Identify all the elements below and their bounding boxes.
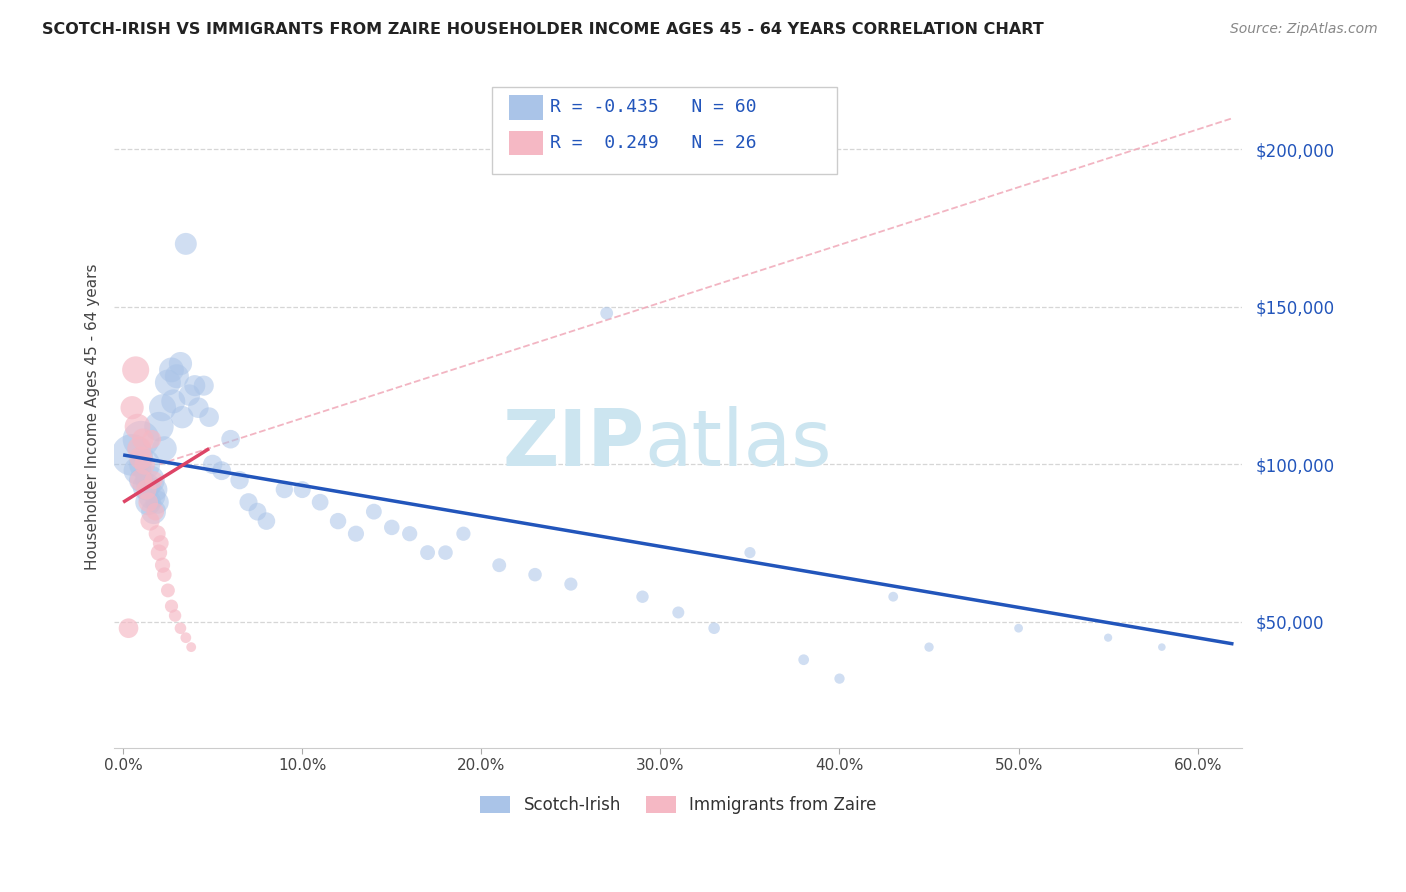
Point	[169, 621, 191, 635]
Point	[134, 458, 156, 472]
Point	[129, 451, 152, 466]
Point	[156, 376, 179, 390]
Point	[273, 483, 295, 497]
Point	[129, 432, 152, 446]
Point	[125, 363, 148, 377]
Point	[187, 401, 209, 415]
Point	[738, 546, 761, 560]
Point	[165, 608, 187, 623]
Point	[193, 378, 215, 392]
Point	[153, 442, 176, 456]
Point	[166, 369, 188, 384]
Point	[918, 640, 941, 654]
Point	[211, 464, 233, 478]
Point	[162, 394, 184, 409]
Point	[179, 388, 201, 402]
Point	[174, 236, 197, 251]
Point	[135, 479, 157, 493]
Point	[148, 546, 170, 560]
Point	[560, 577, 582, 591]
Point	[128, 442, 150, 456]
Point	[326, 514, 349, 528]
Point	[146, 495, 169, 509]
Y-axis label: Householder Income Ages 45 - 64 years: Householder Income Ages 45 - 64 years	[86, 264, 100, 570]
Point	[1097, 631, 1119, 645]
Point	[139, 473, 162, 487]
Point	[595, 306, 617, 320]
Point	[219, 432, 242, 446]
Point	[141, 489, 163, 503]
Point	[148, 419, 170, 434]
Point	[381, 520, 404, 534]
Point	[141, 432, 163, 446]
Point	[238, 495, 260, 509]
Point	[117, 621, 139, 635]
Point	[291, 483, 314, 497]
Point	[134, 458, 156, 472]
Point	[135, 483, 157, 497]
Point	[121, 448, 143, 462]
Point	[398, 526, 420, 541]
Point	[169, 357, 191, 371]
Text: SCOTCH-IRISH VS IMMIGRANTS FROM ZAIRE HOUSEHOLDER INCOME AGES 45 - 64 YEARS CORR: SCOTCH-IRISH VS IMMIGRANTS FROM ZAIRE HO…	[42, 22, 1043, 37]
Text: atlas: atlas	[644, 406, 832, 482]
Point	[156, 583, 179, 598]
Text: ZIP: ZIP	[502, 406, 644, 482]
Point	[152, 401, 174, 415]
Point	[434, 546, 457, 560]
Point	[149, 536, 172, 550]
Point	[142, 505, 165, 519]
Point	[184, 378, 207, 392]
Text: R = -0.435   N = 60: R = -0.435 N = 60	[550, 98, 756, 116]
Point	[145, 505, 167, 519]
Text: Source: ZipAtlas.com: Source: ZipAtlas.com	[1230, 22, 1378, 37]
Point	[1007, 621, 1029, 635]
Point	[703, 621, 725, 635]
Point	[828, 672, 851, 686]
Point	[127, 419, 149, 434]
Point	[882, 590, 904, 604]
Point	[132, 432, 155, 446]
Point	[631, 590, 654, 604]
Point	[228, 473, 250, 487]
Point	[121, 401, 143, 415]
Point	[152, 558, 174, 573]
Point	[488, 558, 510, 573]
Text: R =  0.249   N = 26: R = 0.249 N = 26	[550, 134, 756, 152]
Point	[246, 505, 269, 519]
Point	[145, 483, 167, 497]
Point	[136, 495, 159, 509]
Point	[666, 606, 689, 620]
Point	[129, 473, 152, 487]
Point	[344, 526, 367, 541]
Point	[142, 473, 165, 487]
Point	[174, 631, 197, 645]
Point	[309, 495, 332, 509]
Point	[201, 458, 224, 472]
Point	[254, 514, 277, 528]
Point	[180, 640, 202, 654]
Point	[793, 653, 815, 667]
Point	[160, 599, 183, 614]
Point	[172, 410, 194, 425]
Point	[129, 473, 152, 487]
Point	[416, 546, 439, 560]
Point	[146, 526, 169, 541]
Point	[1150, 640, 1173, 654]
Point	[363, 505, 385, 519]
Point	[139, 514, 162, 528]
Point	[524, 567, 547, 582]
Point	[153, 567, 176, 582]
Point	[127, 464, 149, 478]
Point	[136, 495, 159, 509]
Legend: Scotch-Irish, Immigrants from Zaire: Scotch-Irish, Immigrants from Zaire	[474, 789, 883, 821]
Point	[453, 526, 475, 541]
Point	[160, 363, 183, 377]
Point	[198, 410, 221, 425]
